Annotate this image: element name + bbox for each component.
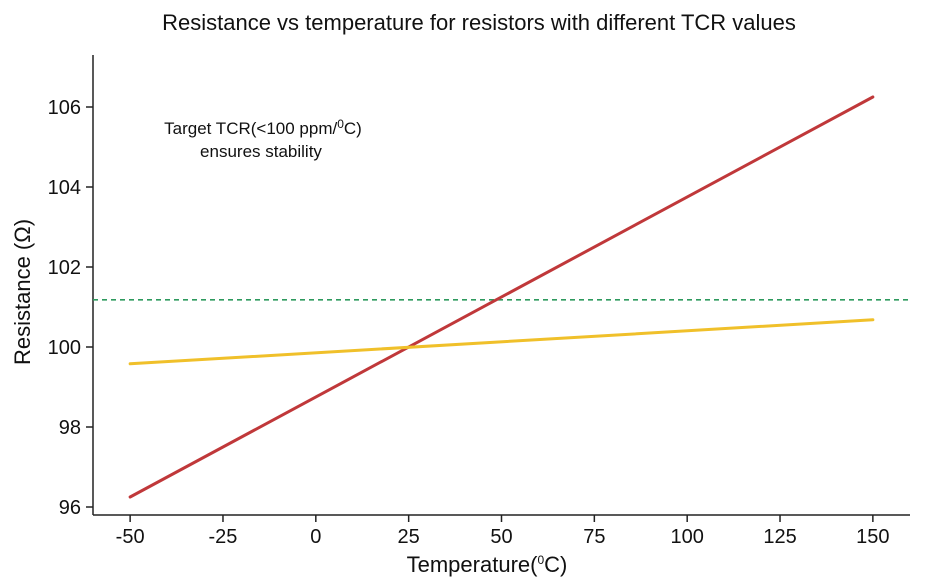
x-tick-label: 25: [398, 526, 420, 548]
y-axis-label: Resistance (Ω): [10, 219, 35, 365]
y-tick-label: 96: [59, 497, 81, 519]
chart-title: Resistance vs temperature for resistors …: [162, 10, 796, 35]
x-tick-label: 125: [763, 526, 796, 548]
x-ticks: -50 -25 0 25 50 75 100 125 150: [116, 515, 890, 548]
series-line-1: [128, 95, 875, 499]
x-tick-label: 75: [583, 526, 605, 548]
y-tick-label: 102: [48, 257, 81, 279]
y-tick-label: 98: [59, 417, 81, 439]
annotation-line-1: Target TCR(<100 ppm/0C): [164, 117, 362, 138]
x-tick-label: 100: [670, 526, 703, 548]
x-tick-label: 150: [856, 526, 889, 548]
x-axis-label: Temperature(0C): [407, 552, 568, 577]
y-tick-label: 104: [48, 177, 81, 199]
y-tick-label: 100: [48, 337, 81, 359]
x-tick-label: -50: [116, 526, 145, 548]
y-tick-label: 106: [48, 97, 81, 119]
x-tick-label: 50: [490, 526, 512, 548]
annotation-line-2: ensures stability: [200, 142, 322, 161]
y-ticks: 96 98 100 102 104 106: [48, 97, 93, 519]
x-tick-label: -25: [209, 526, 238, 548]
series-line-2: [128, 318, 875, 366]
series-lines: [128, 95, 875, 499]
plot-area: 96 98 100 102 104 106 -50 -25 0 25 50 75 100 125 150: [48, 55, 910, 548]
x-tick-label: 0: [310, 526, 321, 548]
